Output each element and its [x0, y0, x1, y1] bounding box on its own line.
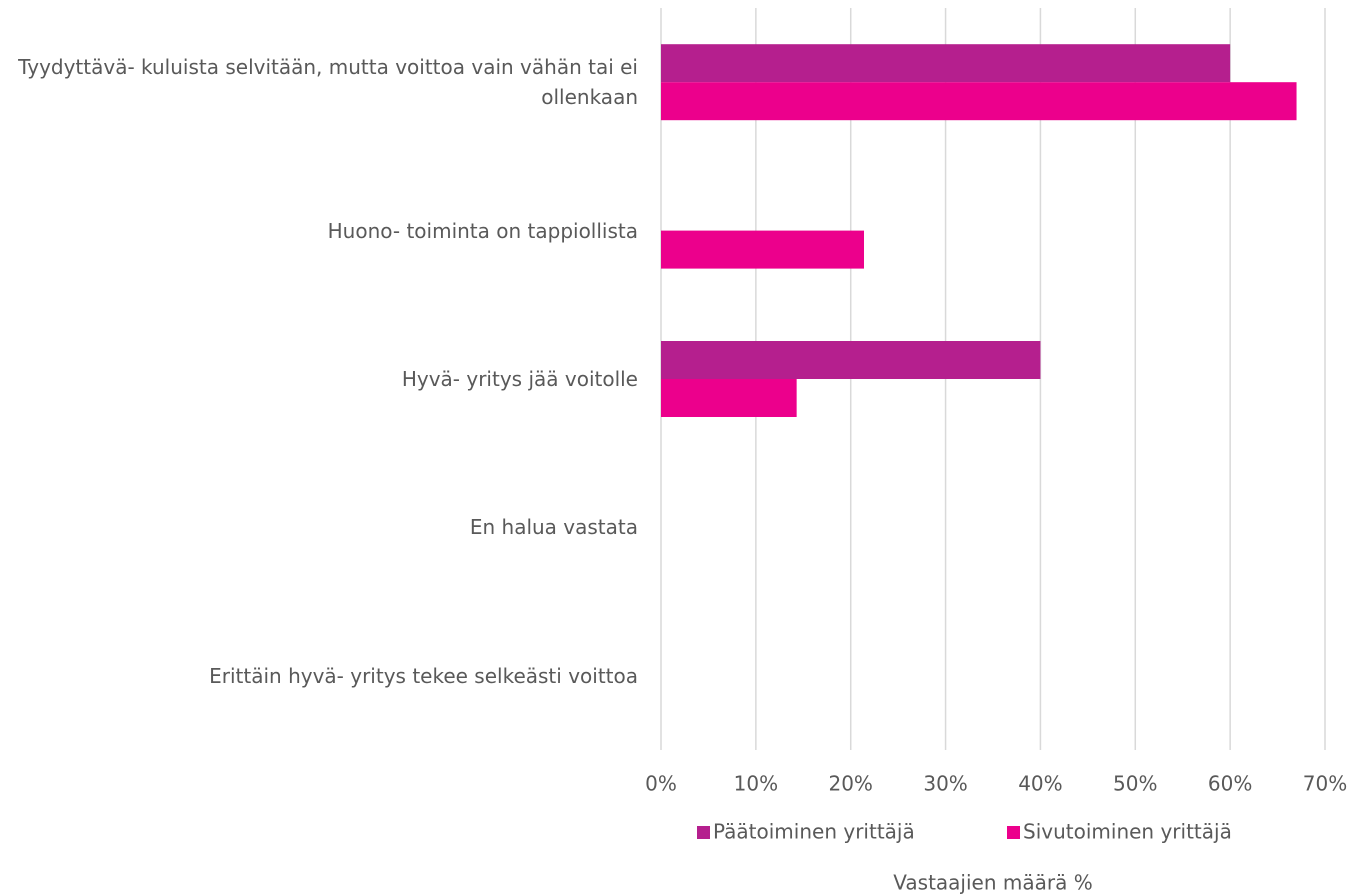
bar [661, 379, 797, 417]
bar [661, 230, 864, 269]
x-tick-label: 60% [1208, 772, 1252, 796]
legend-label: Sivutoiminen yrittäjä [1023, 820, 1232, 844]
y-tick-label: Erittäin hyvä- yritys tekee selkeästi vo… [209, 663, 638, 688]
x-tick-label: 70% [1303, 772, 1347, 796]
y-tick-label: Hyvä- yritys jää voitolle [401, 367, 638, 391]
x-axis-title: Vastaajien määrä % [893, 871, 1092, 895]
bar [661, 82, 1297, 121]
x-tick-label: 0% [645, 772, 677, 796]
bar [661, 341, 1041, 379]
y-tick-label: Tyydyttävä- kuluista selvitään, mutta vo… [18, 55, 638, 110]
x-tick-label: 20% [828, 772, 872, 796]
x-tick-label: 10% [734, 772, 778, 796]
x-tick-label: 30% [923, 772, 967, 796]
legend-swatch [697, 826, 710, 839]
y-tick-label: En halua vastata [469, 515, 638, 540]
bar [661, 44, 1231, 83]
legend-label: Päätoiminen yrittäjä [713, 820, 915, 844]
x-tick-label: 40% [1018, 772, 1062, 796]
y-tick-label: Huono- toiminta on tappiollista [327, 218, 638, 243]
legend-swatch [1007, 826, 1020, 839]
x-tick-label: 50% [1113, 772, 1157, 796]
